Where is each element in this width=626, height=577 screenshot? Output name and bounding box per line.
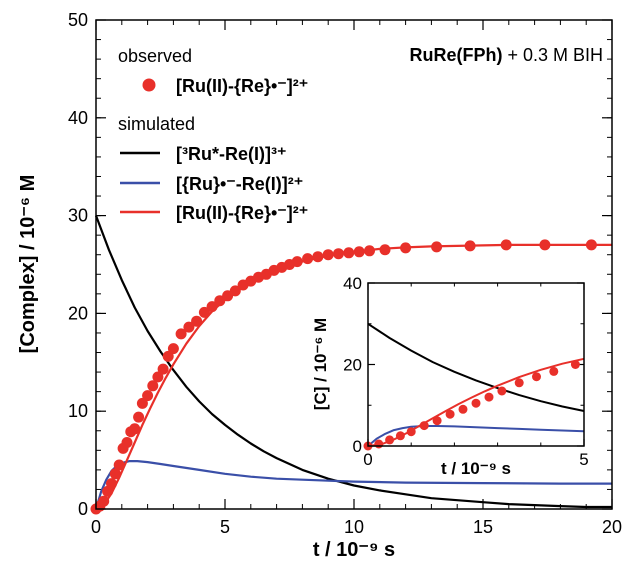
inset-data-point <box>532 372 541 382</box>
inset-data-point <box>395 431 405 441</box>
main-data-point <box>291 256 303 268</box>
main-data-point <box>353 246 365 258</box>
main-x-axis-label: t / 10⁻⁹ s <box>313 539 395 561</box>
main-data-point <box>343 247 355 259</box>
main-data-point <box>585 239 597 251</box>
inset-data-point <box>570 360 580 369</box>
inset-y-tick-label: 0 <box>353 437 362 456</box>
main-data-point <box>129 423 141 435</box>
inset-data-point <box>419 421 429 431</box>
main-data-point <box>464 240 476 252</box>
inset-y-tick-label: 20 <box>343 356 362 375</box>
main-data-point <box>312 251 324 263</box>
main-data-point <box>302 253 314 265</box>
main-data-point <box>136 397 148 409</box>
main-data-point <box>98 495 110 507</box>
inset-data-point <box>549 366 559 376</box>
legend-observed-header: observed <box>118 46 192 66</box>
main-data-point <box>121 437 133 448</box>
inset-y-axis-label: [C] / 10⁻⁶ M <box>311 318 330 410</box>
inset-x-axis-label: t / 10⁻⁹ s <box>441 459 511 478</box>
inset-data-point <box>432 416 442 426</box>
main-data-point <box>147 380 159 392</box>
main-series <box>90 215 612 515</box>
main-data-point <box>198 306 210 318</box>
main-x-tick-label: 10 <box>344 517 364 537</box>
main-x-tick-label: 5 <box>220 517 230 537</box>
main-data-point <box>500 239 512 251</box>
main-y-tick-label: 30 <box>68 206 88 226</box>
chart-annotation: RuRe(FPh) + 0.3 M BIH <box>409 45 603 65</box>
inset-series-line-1 <box>367 322 585 412</box>
legend: observed [Ru(II)-{Re}•⁻]²⁺ simulated [³R… <box>118 46 308 223</box>
inset-plot: 0 5 0 20 40 t / 10⁻⁹ s [C] / 10⁻⁶ M <box>311 274 589 478</box>
main-data-point <box>400 242 412 254</box>
inset-data-point <box>497 386 507 396</box>
inset-y-tick-label: 40 <box>343 274 362 293</box>
main-data-point <box>113 459 125 471</box>
main-data-point <box>106 478 117 490</box>
inset-data-point <box>471 398 481 408</box>
inset-x-tick-label: 5 <box>579 450 588 469</box>
main-y-tick-label: 20 <box>68 303 88 323</box>
legend-label-observed: [Ru(II)-{Re}•⁻]²⁺ <box>176 76 308 96</box>
main-plot-frame <box>95 19 613 510</box>
legend-label-re-reduced: [Ru(II)-{Re}•⁻]²⁺ <box>176 203 308 223</box>
main-data-point <box>142 390 154 402</box>
main-data-point <box>322 249 334 261</box>
main-y-axis-label: [Complex] / 10⁻⁶ M <box>17 175 39 354</box>
main-data-point <box>191 315 203 327</box>
legend-label-ru-reduced: [{Ru}•⁻-Re(I)]²⁺ <box>176 174 303 194</box>
main-data-point <box>333 248 344 260</box>
inset-plot-frame <box>367 282 585 447</box>
main-y-tick-label: 40 <box>68 108 88 128</box>
inset-series-line-2 <box>367 425 585 447</box>
main-data-point <box>162 350 174 362</box>
main-data-point <box>157 363 169 375</box>
inset-x-tick-label: 0 <box>363 450 372 469</box>
main-data-point <box>379 244 391 256</box>
inset-data-point <box>385 435 395 445</box>
main-series-line-1 <box>94 215 612 509</box>
inset-data-point <box>445 409 455 419</box>
legend-marker-observed <box>142 78 156 92</box>
main-data-point <box>109 468 121 480</box>
main-data-point <box>206 301 218 313</box>
main-data-point <box>175 328 187 340</box>
main-data-point <box>133 411 145 423</box>
inset-data-point <box>406 427 416 437</box>
main-y-tick-label: 50 <box>68 10 88 30</box>
annotation-compound: RuRe(FPh) <box>409 45 502 65</box>
main-data-point <box>152 371 164 383</box>
inset-series <box>363 322 585 451</box>
legend-label-ru-excited: [³Ru*-Re(I)]³⁺ <box>176 144 286 164</box>
main-data-point <box>431 241 443 253</box>
annotation-condition: + 0.3 M BIH <box>502 45 603 65</box>
main-data-point <box>167 343 179 355</box>
inset-data-point <box>514 378 524 388</box>
main-data-point <box>364 245 375 257</box>
inset-background <box>368 283 584 446</box>
inset-data-point <box>458 404 468 414</box>
main-data-point <box>183 321 195 333</box>
main-data-point <box>539 239 551 251</box>
main-y-tick-label: 10 <box>68 401 88 421</box>
main-x-tick-label: 20 <box>602 517 622 537</box>
main-data-point <box>229 285 241 297</box>
legend-simulated-header: simulated <box>118 114 195 134</box>
main-x-tick-label: 15 <box>473 517 493 537</box>
main-y-tick-label: 0 <box>78 499 88 519</box>
inset-data-point <box>484 392 494 402</box>
main-x-tick-label: 0 <box>91 517 101 537</box>
inset-data-point <box>374 439 384 449</box>
